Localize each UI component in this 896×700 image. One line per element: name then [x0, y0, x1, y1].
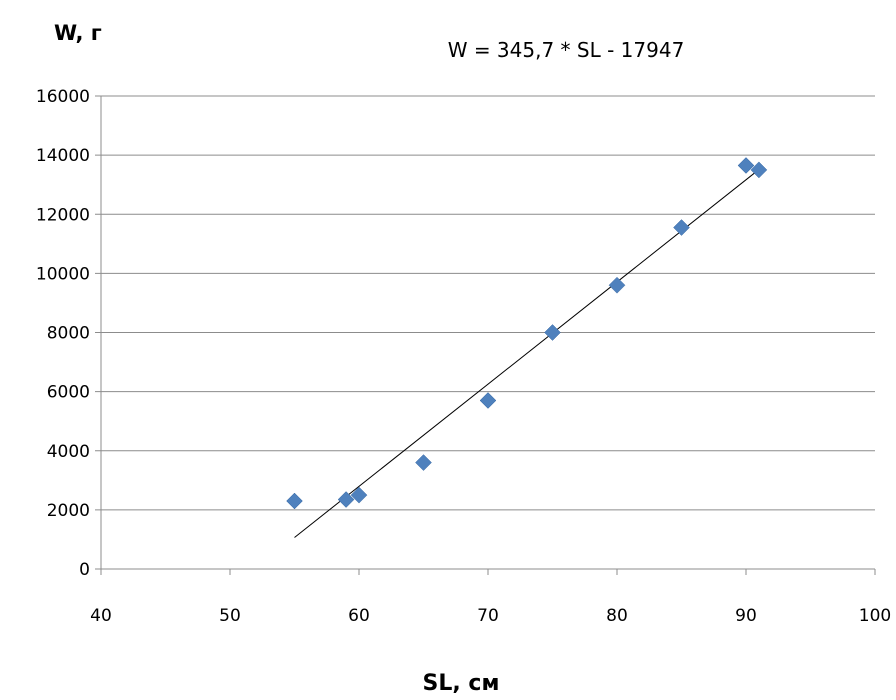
tick-labels: 0 2000 4000 6000 8000 10000 12000 14000 16000 40 5… [36, 87, 891, 626]
y-tick-label-14000: 14000 [36, 146, 90, 166]
y-tick-label-10000: 10000 [36, 264, 90, 284]
x-tick-label-50: 50 [219, 606, 241, 626]
x-tick-label-90: 90 [735, 606, 757, 626]
y-tick-label-12000: 12000 [36, 205, 90, 225]
x-tick-label-60: 60 [348, 606, 370, 626]
data-point [479, 392, 497, 409]
data-point [750, 161, 768, 179]
x-tick-label-40: 40 [90, 606, 112, 626]
trendline [294, 169, 760, 538]
data-point [608, 276, 626, 294]
x-tick-label-80: 80 [606, 606, 628, 626]
regression-equation: W = 345,7 * SL - 17947 [448, 38, 685, 62]
data-point [673, 219, 690, 236]
axes [95, 95, 876, 575]
data-points [286, 157, 768, 510]
regression-line [294, 169, 760, 538]
y-axis-title: W, г [54, 21, 102, 45]
data-point [544, 324, 561, 341]
y-tick-label-0: 0 [79, 560, 90, 580]
x-axis-title: SL, см [423, 671, 500, 696]
y-tick-label-8000: 8000 [47, 324, 90, 344]
y-tick-label-6000: 6000 [47, 383, 90, 403]
data-point [737, 157, 755, 174]
y-tick-label-2000: 2000 [47, 501, 90, 521]
y-tick-label-16000: 16000 [36, 87, 90, 107]
data-point [350, 486, 368, 504]
x-tick-label-100: 100 [859, 606, 891, 626]
data-point [337, 491, 355, 508]
x-tick-label-70: 70 [477, 606, 499, 626]
y-tick-label-4000: 4000 [47, 442, 90, 462]
data-point [415, 454, 432, 471]
data-point [286, 492, 303, 510]
grid-lines [101, 95, 875, 511]
